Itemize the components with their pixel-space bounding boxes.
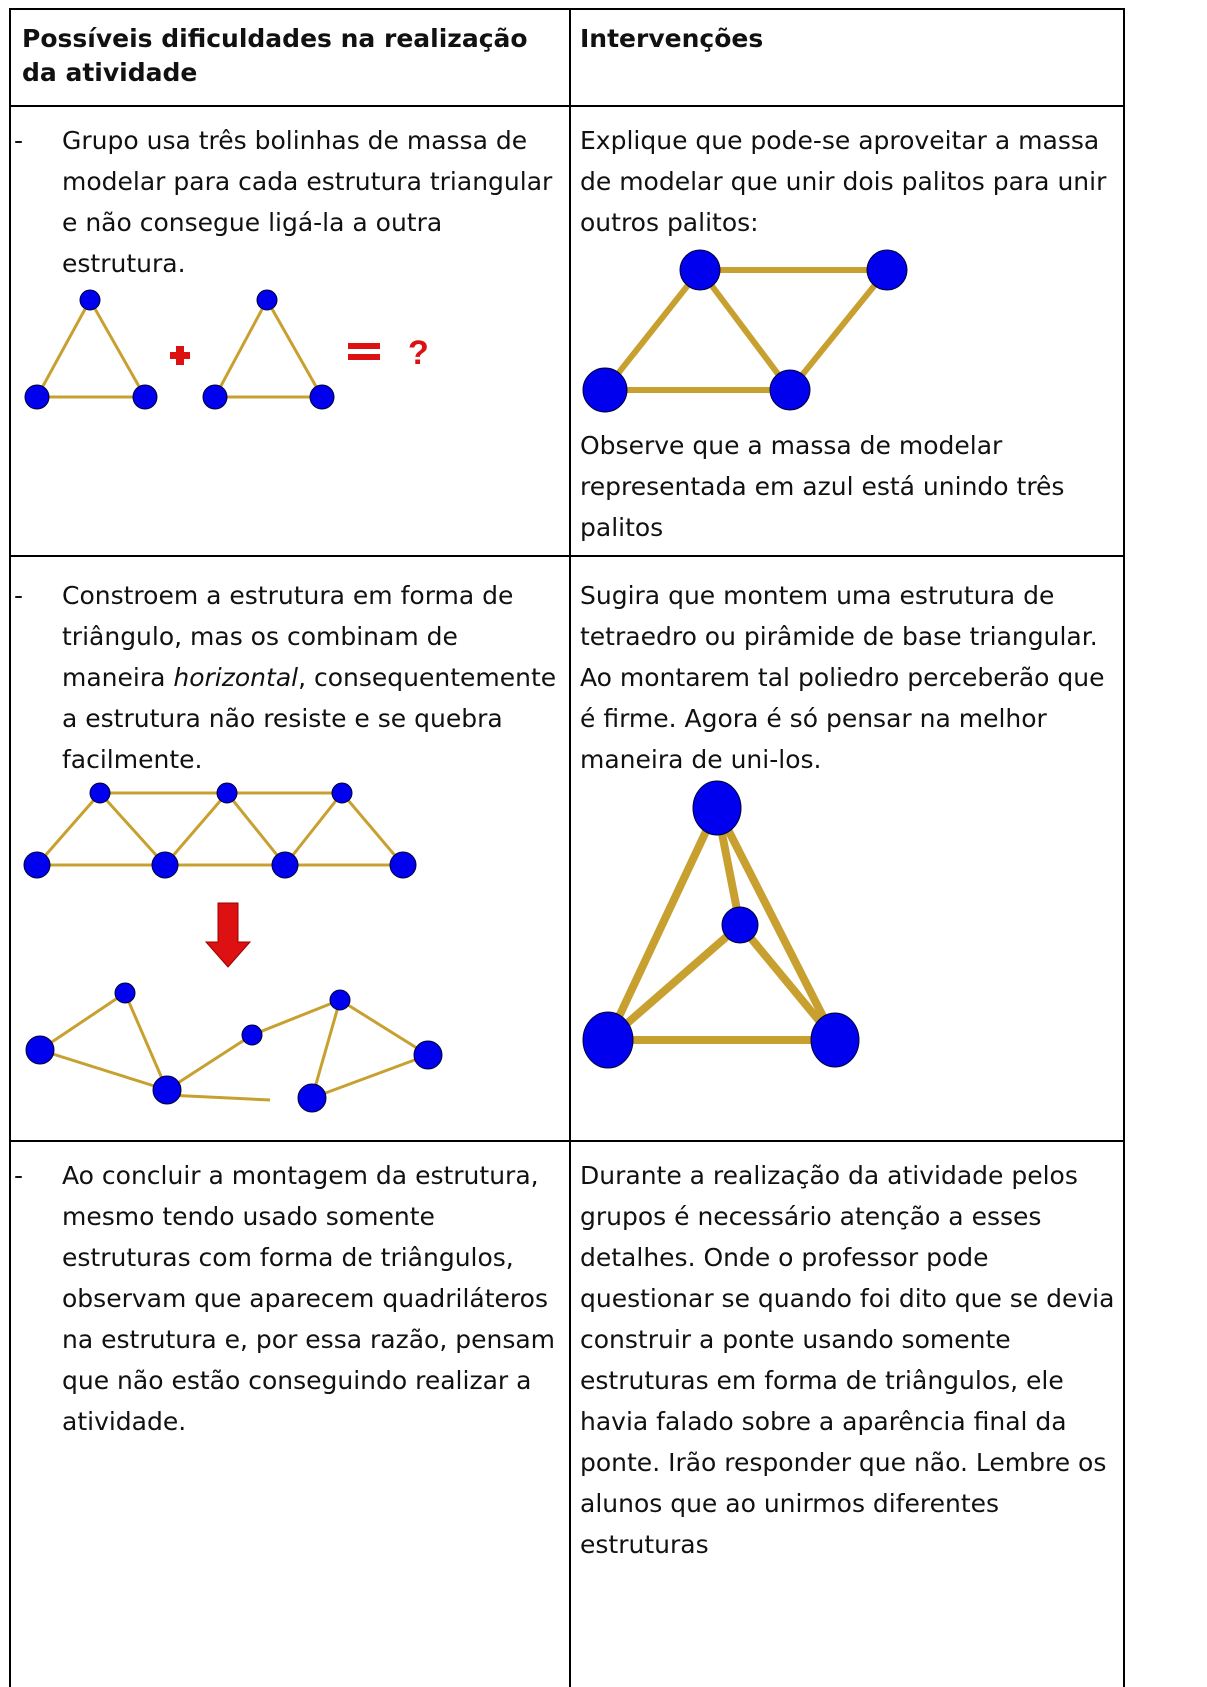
marker: - [14, 1161, 24, 1190]
difficulty: Constroem a estrutura em forma de triâng… [62, 575, 557, 780]
marker: - [14, 581, 24, 610]
intervention: Sugira que montem uma estrutura de tetra… [580, 581, 1105, 774]
text: , consequentemente a estrutura não resis… [62, 663, 557, 774]
difficulty: Grupo usa três bolinhas de massa de mode… [62, 126, 553, 278]
column-header: Intervenções [580, 24, 764, 53]
sticks [604, 806, 839, 1044]
clay-balls [23, 249, 908, 1113]
symbols [170, 343, 380, 968]
intervention: Explique que pode-se aproveitar a massa … [580, 126, 1107, 237]
intervention: Observe que a massa de modelar represent… [580, 431, 1065, 542]
column-header: Possíveis dificuldades na realização da … [22, 24, 528, 87]
intervention: Durante a realização da atividade pelos … [580, 1161, 1115, 1559]
marker: - [14, 126, 24, 155]
sticks [602, 267, 890, 393]
cell [569, 1140, 1125, 1687]
emphasis: horizontal [173, 663, 299, 692]
text: Constroem a estrutura em forma de triâng… [62, 581, 514, 692]
sticks [35, 299, 429, 1102]
figure-text: ? [408, 334, 429, 372]
difficulty: Ao concluir a montagem da estrutura, mes… [62, 1161, 556, 1436]
